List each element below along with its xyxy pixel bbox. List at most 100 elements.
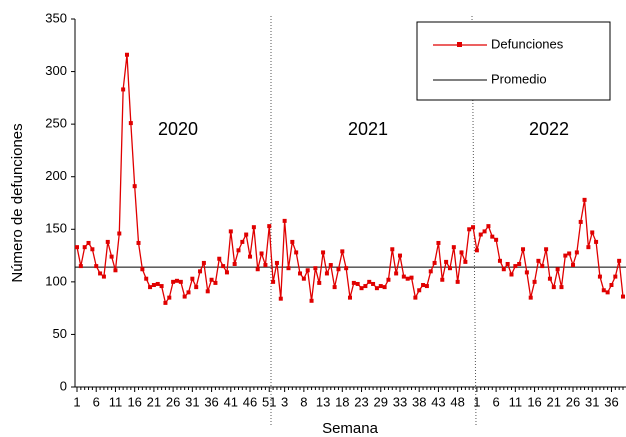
- x-tick-label: 1: [73, 394, 80, 409]
- data-point: [298, 271, 303, 276]
- data-point: [555, 267, 560, 272]
- data-point: [278, 296, 283, 301]
- data-point: [232, 261, 237, 266]
- data-point: [332, 285, 337, 290]
- y-tick-label: 200: [45, 168, 67, 183]
- data-point: [228, 229, 233, 234]
- data-point: [213, 280, 218, 285]
- data-point: [140, 267, 145, 272]
- y-tick-label: 0: [60, 378, 67, 393]
- data-point: [328, 263, 333, 268]
- data-point: [397, 253, 402, 258]
- data-point: [513, 264, 518, 269]
- data-point: [109, 254, 114, 259]
- y-axis-label: Número de defunciones: [9, 123, 26, 282]
- legend-label: Promedio: [491, 71, 547, 86]
- data-point: [501, 267, 506, 272]
- year-label: 2022: [529, 119, 569, 139]
- data-point: [290, 239, 295, 244]
- data-point: [417, 288, 422, 293]
- data-point: [582, 197, 587, 202]
- data-point: [494, 237, 499, 242]
- data-point: [348, 295, 352, 300]
- data-point: [263, 263, 268, 268]
- x-tick-label: 51: [262, 394, 276, 409]
- x-tick-label: 26: [166, 394, 180, 409]
- data-point: [186, 290, 191, 295]
- data-point: [194, 285, 199, 290]
- data-point: [521, 247, 526, 252]
- data-point: [148, 285, 153, 290]
- data-point: [467, 227, 472, 232]
- data-point: [205, 289, 210, 294]
- data-point: [559, 285, 564, 290]
- data-point: [255, 267, 260, 272]
- data-point: [444, 259, 449, 264]
- data-point: [236, 248, 241, 253]
- data-point: [78, 264, 83, 269]
- data-point: [378, 284, 383, 289]
- data-point: [490, 234, 495, 239]
- data-point: [355, 281, 360, 286]
- data-point: [321, 250, 326, 255]
- data-point: [544, 247, 549, 252]
- data-point: [371, 281, 376, 286]
- x-axis-label: Semana: [322, 420, 379, 437]
- x-tick-label: 36: [204, 394, 218, 409]
- x-tick-label: 16: [527, 394, 541, 409]
- data-point: [132, 184, 137, 189]
- x-tick-label: 38: [412, 394, 426, 409]
- data-point: [359, 286, 364, 291]
- data-point: [305, 268, 310, 273]
- data-point: [144, 276, 149, 281]
- data-point: [590, 230, 595, 235]
- data-point: [613, 274, 618, 279]
- data-point: [609, 283, 614, 288]
- data-point: [574, 250, 579, 255]
- data-point: [551, 285, 556, 290]
- data-point: [259, 251, 264, 256]
- legend-label: Defunciones: [491, 36, 564, 51]
- data-point: [221, 264, 226, 269]
- data-point: [128, 121, 133, 126]
- data-point: [309, 298, 314, 303]
- data-point: [190, 276, 195, 281]
- x-tick-label: 33: [393, 394, 407, 409]
- x-tick-label: 11: [509, 394, 523, 409]
- legend-box: [416, 21, 611, 101]
- data-point: [474, 248, 479, 253]
- data-point: [363, 284, 368, 289]
- data-point: [336, 267, 341, 272]
- data-point: [224, 270, 229, 275]
- data-point: [405, 276, 410, 281]
- data-point: [294, 250, 299, 255]
- data-point: [409, 275, 414, 280]
- data-point: [351, 280, 356, 285]
- data-point: [167, 295, 172, 300]
- data-point: [201, 260, 206, 265]
- data-point: [248, 254, 253, 259]
- data-point: [536, 258, 541, 263]
- legend-marker: [457, 42, 462, 47]
- data-point: [382, 285, 387, 290]
- data-point: [367, 279, 372, 284]
- y-tick-label: 150: [45, 221, 67, 236]
- data-point: [509, 272, 514, 277]
- data-point: [471, 225, 476, 230]
- data-point: [540, 264, 545, 269]
- y-tick-label: 250: [45, 116, 67, 131]
- data-point: [171, 279, 176, 284]
- x-tick-label: 36: [604, 394, 618, 409]
- data-point: [251, 225, 256, 230]
- data-point: [601, 288, 606, 293]
- data-point: [344, 266, 349, 271]
- data-point: [124, 52, 129, 57]
- data-point: [244, 232, 249, 237]
- data-point: [105, 239, 110, 244]
- data-point: [209, 277, 214, 282]
- data-point: [478, 232, 483, 237]
- data-point: [421, 283, 426, 288]
- data-point: [286, 266, 291, 271]
- data-point: [394, 271, 399, 276]
